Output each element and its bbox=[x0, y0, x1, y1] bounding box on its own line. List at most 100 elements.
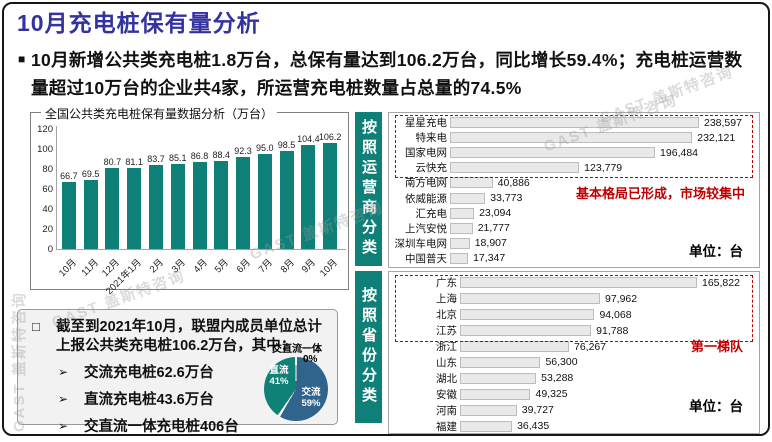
page-title: 10月充电桩保有量分析 bbox=[17, 10, 261, 36]
bar-value-label: 95.0 bbox=[256, 143, 274, 153]
pie-chart: 交流 59% 直流 41% bbox=[264, 357, 328, 421]
bar bbox=[460, 404, 517, 416]
summary-item: ➢ 交流充电桩62.6万台 bbox=[58, 361, 239, 382]
bar bbox=[460, 372, 537, 384]
bar-row: 依威能源 33,773 bbox=[389, 191, 759, 206]
bar bbox=[279, 150, 294, 249]
bar bbox=[450, 117, 699, 129]
bar-category-label: 中国普天 bbox=[405, 252, 447, 265]
pie-outside-label: 交直流一体 bbox=[272, 344, 322, 355]
bar bbox=[61, 182, 76, 249]
bar bbox=[460, 325, 592, 337]
y-axis-label: 60 bbox=[42, 184, 53, 195]
y-axis-label: 40 bbox=[42, 204, 53, 215]
y-axis-label: 120 bbox=[37, 124, 53, 135]
key-finding-bullet: ■ 10月新增公共类充电桩1.8万台，总保有量达到106.2万台，同比增长59.… bbox=[18, 46, 744, 103]
bar-row: 上汽安悦 21,777 bbox=[389, 221, 759, 236]
bar-value-label: 33,773 bbox=[490, 192, 523, 205]
bar-row: 河南 39,727 bbox=[389, 402, 759, 418]
summary-item-text: 交直流一体充电桩406台 bbox=[84, 419, 239, 435]
bar-category-label: 浙江 bbox=[436, 341, 457, 354]
bar-value-label: 92.3 bbox=[234, 145, 252, 156]
bar-value-label: 40,886 bbox=[497, 176, 530, 189]
pie-chart-wrapper: 交流 59% 直流 41% 交直流一体 0% bbox=[264, 344, 328, 421]
open-square-icon: □ bbox=[32, 319, 40, 334]
bar bbox=[450, 207, 475, 219]
bar-category-label: 江苏 bbox=[436, 325, 457, 338]
bar bbox=[460, 341, 569, 353]
bar-value-label: 17,347 bbox=[473, 252, 506, 265]
province-chart: 广东 165,822 上海 97,962 北京 94,068 江苏 91,788 浙江 76,26… bbox=[388, 271, 760, 434]
bar-category-label: 安徽 bbox=[436, 388, 457, 401]
bar bbox=[127, 167, 142, 249]
bar bbox=[460, 356, 541, 368]
bar bbox=[148, 165, 163, 249]
key-finding-text: 10月新增公共类充电桩1.8万台，总保有量达到106.2万台，同比增长59.4%… bbox=[31, 50, 743, 99]
highlight-dashed-box bbox=[395, 115, 753, 179]
bar-category-label: 星星充电 bbox=[405, 117, 447, 130]
bar-category-label: 南方电网 bbox=[405, 177, 447, 190]
bar-value-label: 94,068 bbox=[599, 308, 632, 321]
annotation-text: 基本格局已形成，市场较集中 bbox=[575, 186, 745, 201]
bar bbox=[450, 132, 693, 144]
bar-value-label: 23,094 bbox=[479, 207, 512, 220]
bar-value-label: 53,288 bbox=[541, 372, 574, 385]
bar-value-label: 56,300 bbox=[545, 356, 578, 369]
x-axis-line bbox=[56, 249, 346, 250]
pie-outside-value: 0% bbox=[303, 354, 318, 365]
bar-value-label: 21,777 bbox=[477, 222, 510, 235]
national-trend-chart: 全国公共类充电桩保有量数据分析（万台） 0 20 40 60 80 100 120 66.7 1… bbox=[30, 105, 349, 297]
bar-category-label: 广东 bbox=[436, 277, 457, 290]
bar bbox=[450, 237, 470, 249]
bar-category-label: 国家电网 bbox=[405, 147, 447, 160]
bar-value-label: 88.4 bbox=[212, 149, 231, 160]
bar-value-label: 85.1 bbox=[168, 152, 187, 163]
bar-row: 汇充电 23,094 bbox=[389, 206, 759, 221]
bar bbox=[323, 142, 338, 249]
bar bbox=[192, 162, 207, 249]
bar bbox=[450, 147, 656, 159]
bar bbox=[83, 179, 98, 249]
bar-category-label: 河南 bbox=[436, 404, 457, 417]
bar-category-label: 上汽安悦 bbox=[405, 222, 447, 235]
bar bbox=[236, 156, 251, 249]
bar-value-label: 76,267 bbox=[574, 340, 607, 353]
bar-value-label: 98.5 bbox=[277, 139, 296, 150]
bar-value-label: 97,962 bbox=[605, 292, 638, 305]
y-axis-label: 100 bbox=[37, 144, 53, 155]
bar-value-label: 49,325 bbox=[535, 388, 568, 401]
bar bbox=[105, 168, 120, 249]
chart-title: 全国公共类充电桩保有量数据分析（万台） bbox=[41, 105, 278, 122]
bar-row: 星星充电 238,597 bbox=[389, 115, 759, 130]
y-axis-label: 80 bbox=[42, 164, 53, 175]
bar-row: 湖北 53,288 bbox=[389, 370, 759, 386]
bar-value-label: 81.1 bbox=[125, 156, 143, 167]
bar-row: 江苏 91,788 bbox=[389, 323, 759, 339]
bar-row: 国家电网 196,484 bbox=[389, 145, 759, 160]
bar bbox=[257, 154, 272, 249]
bar-row: 深圳车电网 18,907 bbox=[389, 236, 759, 251]
bar-value-label: 69.5 bbox=[81, 168, 100, 179]
bar-row: 广东 165,822 bbox=[389, 275, 759, 291]
arrow-icon: ➢ bbox=[58, 364, 69, 379]
annotation-text: 第一梯队 bbox=[690, 339, 743, 354]
bar-category-label: 北京 bbox=[436, 309, 457, 322]
y-axis-label: 0 bbox=[47, 244, 53, 255]
bar-category-label: 福建 bbox=[436, 420, 457, 433]
unit-label: 单位：台 bbox=[689, 244, 743, 259]
y-axis-line bbox=[56, 126, 57, 250]
bar bbox=[460, 388, 531, 400]
bar-value-label: 18,907 bbox=[474, 237, 507, 250]
bar bbox=[460, 309, 595, 321]
operator-chart: 星星充电 238,597 特来电 232,121 国家电网 196,484 云快充 123,7… bbox=[388, 112, 760, 268]
summary-item-text: 直流充电桩43.6万台 bbox=[84, 392, 214, 408]
bar bbox=[450, 162, 580, 174]
bar bbox=[214, 160, 229, 249]
summary-item-text: 交流充电桩62.6万台 bbox=[84, 365, 214, 381]
y-axis-label: 20 bbox=[42, 224, 53, 235]
bar bbox=[450, 222, 473, 234]
bar bbox=[460, 293, 600, 305]
bar-category-label: 汇充电 bbox=[415, 207, 448, 220]
bar-value-label: 123,779 bbox=[584, 161, 623, 174]
arrow-icon: ➢ bbox=[58, 391, 69, 406]
